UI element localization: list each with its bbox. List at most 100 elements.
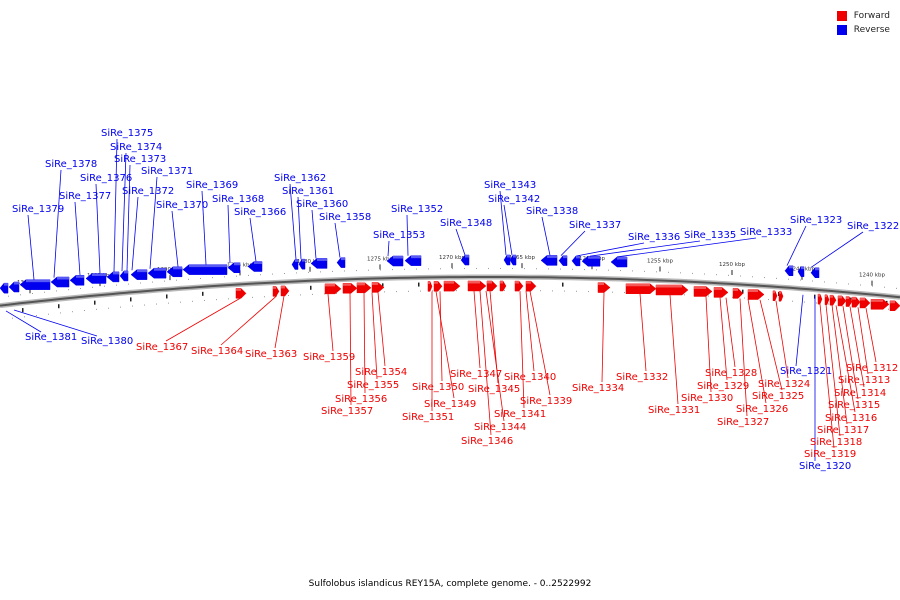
forward-gene-arrow	[829, 294, 837, 306]
forward-gene-label: SiRe_1349	[424, 399, 476, 410]
reverse-leader-line	[406, 214, 409, 256]
grid-dot	[356, 270, 357, 272]
grid-dot	[192, 300, 193, 302]
reverse-gene-arrow-shine	[411, 255, 421, 259]
grid-dot	[144, 304, 145, 306]
forward-gene-label: SiRe_1359	[303, 352, 355, 363]
forward-gene-arrow-shine	[818, 294, 820, 297]
reverse-gene-arrow	[581, 255, 601, 267]
reverse-gene-arrow	[130, 269, 148, 280]
forward-gene-arrow-shine	[656, 284, 682, 288]
forward-gene-arrow-shine	[468, 280, 480, 284]
grid-dot	[716, 274, 717, 276]
grid-dot	[848, 283, 849, 285]
reverse-gene-arrow	[336, 257, 346, 268]
grid-dot	[800, 279, 801, 281]
forward-gene-label: SiRe_1347	[450, 369, 502, 380]
reverse-gene-label: SiRe_1322	[847, 221, 899, 232]
reverse-gene-label: SiRe_1378	[45, 159, 97, 170]
forward-gene-arrow-shine	[773, 290, 775, 294]
grid-dot	[768, 299, 769, 301]
forward-gene-arrow	[433, 281, 443, 292]
reverse-gene-label: SiRe_1336	[628, 232, 680, 243]
grid-dot	[776, 277, 777, 279]
grid-dot	[404, 268, 405, 270]
grid-dot	[584, 269, 585, 271]
forward-gene-label: SiRe_1344	[474, 422, 526, 433]
grid-dot	[188, 278, 189, 280]
forward-leader-line	[725, 297, 736, 368]
forward-leader-line	[479, 290, 492, 436]
grid-dot	[324, 293, 325, 295]
grid-dot	[116, 284, 117, 286]
forward-leader-line	[327, 294, 334, 352]
forward-leader-line	[165, 298, 241, 342]
forward-gene-label: SiRe_1324	[758, 379, 810, 390]
minor-tick	[742, 289, 744, 294]
grid-dot	[56, 290, 57, 292]
forward-gene-arrow	[732, 288, 744, 299]
forward-gene-arrow-shine	[714, 287, 722, 290]
forward-leader-line	[377, 292, 386, 367]
reverse-gene-label: SiRe_1342	[488, 194, 540, 205]
grid-dot	[80, 288, 81, 290]
grid-dot	[828, 303, 829, 305]
reverse-gene-arrow-shine	[815, 267, 819, 271]
grid-dot	[612, 291, 613, 293]
forward-swatch	[836, 11, 847, 21]
forward-gene-arrow	[443, 280, 461, 292]
reverse-gene-label: SiRe_1374	[110, 142, 162, 153]
forward-gene-label: SiRe_1331	[648, 405, 700, 416]
forward-leader-line	[349, 293, 352, 406]
forward-gene-arrow-shine	[860, 297, 865, 301]
forward-gene-arrow-shine	[444, 281, 454, 284]
forward-leader-line	[220, 296, 277, 346]
reverse-leader-line	[576, 242, 645, 257]
forward-leader-line	[857, 307, 869, 375]
grid-dot	[336, 292, 337, 294]
grid-dot	[560, 268, 561, 270]
grid-dot	[284, 272, 285, 274]
forward-gene-arrow-shine	[871, 299, 883, 302]
forward-leader-line	[669, 294, 679, 405]
reverse-gene-label: SiRe_1373	[114, 154, 166, 165]
tick-label: 1240 kbp	[859, 273, 885, 279]
forward-gene-arrow	[625, 283, 657, 294]
reverse-gene-arrow	[610, 256, 628, 268]
forward-gene-arrow-shine	[748, 289, 758, 293]
grid-dot	[824, 281, 825, 283]
forward-gene-label: SiRe_1350	[412, 382, 464, 393]
grid-dot	[552, 290, 553, 292]
reverse-gene-label: SiRe_1379	[12, 204, 64, 215]
grid-dot	[888, 308, 889, 310]
grid-dot	[36, 314, 37, 316]
grid-dot	[740, 275, 741, 277]
reverse-gene-label: SiRe_1352	[391, 204, 443, 215]
minor-tick	[562, 282, 564, 287]
forward-gene-label: SiRe_1356	[335, 394, 387, 405]
reverse-gene-label: SiRe_1362	[274, 173, 326, 184]
reverse-leader-line	[455, 228, 466, 256]
grid-dot	[548, 268, 549, 270]
forward-gene-label: SiRe_1325	[752, 391, 804, 402]
minor-tick	[58, 304, 60, 309]
minor-tick	[310, 285, 312, 290]
grid-dot	[488, 267, 489, 269]
grid-dot	[48, 313, 49, 315]
forward-gene-label: SiRe_1367	[136, 342, 188, 353]
reverse-gene-arrow-shine	[189, 264, 227, 268]
grid-dot	[668, 271, 669, 273]
forward-leader-line	[775, 300, 789, 379]
grid-dot	[296, 272, 297, 274]
reverse-gene-arrow-shine	[617, 256, 627, 260]
grid-dot	[264, 296, 265, 298]
forward-gene-arrow	[747, 289, 765, 300]
forward-gene-label: SiRe_1317	[817, 425, 869, 436]
grid-dot	[456, 290, 457, 292]
grid-dot	[420, 290, 421, 292]
reverse-leader-line	[201, 190, 207, 265]
reverse-gene-arrow-shine	[295, 259, 298, 262]
genome-axis	[0, 276, 900, 307]
reverse-gene-arrow-shine	[4, 283, 8, 286]
grid-dot	[500, 267, 501, 269]
